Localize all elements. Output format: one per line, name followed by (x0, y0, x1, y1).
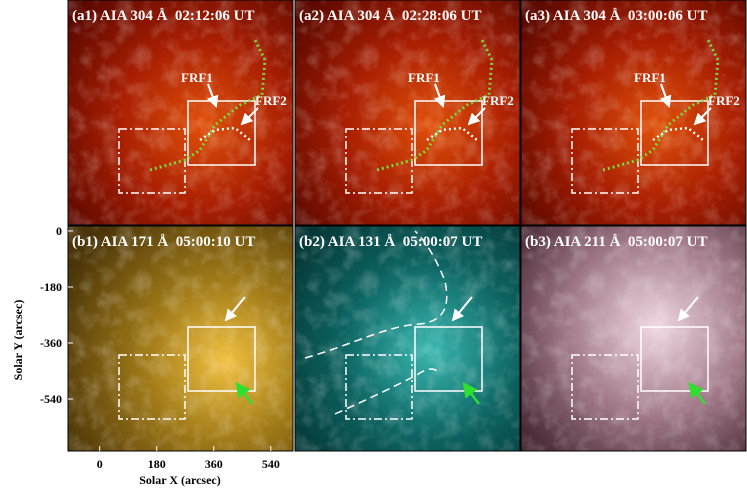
solid-box (640, 326, 709, 392)
panel-label: (a1) AIA 304 Å 02:12:06 UT (72, 8, 255, 24)
image-border (67, 225, 294, 452)
axes: Solar X (arcsec) Solar Y (arcsec) 0 180 36… (11, 224, 280, 487)
y-tick-label: -540 (40, 392, 62, 406)
image-panel: (b1) AIA 171 Å 05:00:10 UT (67, 225, 294, 452)
image-border (294, 225, 521, 452)
image-panel: FRF1 FRF2 (a2) AIA 304 Å 02:28:06 UT (294, 0, 521, 226)
image-panel: (b3) AIA 211 Å 05:00:07 UT (520, 225, 747, 452)
dash-dot-box (118, 354, 186, 420)
y-tick-label: 0 (56, 224, 62, 238)
panel-label: (b3) AIA 211 Å 05:00:07 UT (525, 234, 708, 250)
annotation: FRF1 (634, 70, 666, 85)
arrow (433, 83, 446, 108)
x-tick-label: 0 (97, 457, 103, 471)
solid-box (187, 100, 256, 166)
panel-label: (b2) AIA 131 Å 05:00:07 UT (299, 234, 482, 250)
arrow (677, 296, 699, 322)
annotation: FRF2 (482, 93, 514, 108)
arrow (240, 107, 259, 126)
solid-box (414, 100, 483, 166)
dash-dot-box (345, 354, 413, 420)
y-tick-label: -180 (40, 280, 62, 294)
annotation: FRF1 (181, 70, 213, 85)
arrow (224, 296, 246, 322)
annotation: FRF2 (255, 93, 287, 108)
image-texture (295, 226, 520, 451)
image-panel: (b2) AIA 131 Å 05:00:07 UT (294, 225, 521, 452)
x-tick-label: 360 (205, 457, 223, 471)
image-texture (521, 0, 746, 225)
image-panel: FRF1 FRF2 (a1) AIA 304 Å 02:12:06 UT (67, 0, 294, 226)
image-border (294, 0, 521, 226)
image-panel: FRF1 FRF2 (a3) AIA 304 Å 03:00:06 UT (520, 0, 747, 226)
arrow (235, 382, 253, 405)
image-border (520, 0, 747, 226)
arrow (467, 107, 486, 126)
arrow (693, 107, 712, 126)
image-texture (68, 0, 293, 225)
x-axis-label: Solar X (arcsec) (139, 473, 221, 487)
image-border (520, 225, 747, 452)
annotation: FRF1 (408, 70, 440, 85)
annotation: FRF2 (708, 93, 740, 108)
image-texture (68, 226, 293, 451)
arrow (659, 83, 672, 108)
y-axis-label: Solar Y (arcsec) (11, 300, 25, 381)
solid-box (414, 326, 483, 392)
panel-label: (b1) AIA 171 Å 05:00:10 UT (72, 234, 255, 250)
dashed-curve (334, 368, 441, 415)
solid-box (187, 326, 256, 392)
dash-dot-box (571, 354, 639, 420)
dashed-curve (304, 230, 448, 359)
x-tick-label: 180 (148, 457, 166, 471)
arrow (688, 382, 706, 405)
arrow (462, 382, 480, 405)
image-texture (521, 226, 746, 451)
image-texture (295, 0, 520, 225)
panel-label: (a2) AIA 304 Å 02:28:06 UT (299, 8, 482, 24)
arrow (206, 83, 219, 108)
x-tick-label: 540 (262, 457, 280, 471)
image-border (67, 0, 294, 226)
panel-label: (a3) AIA 304 Å 03:00:06 UT (525, 8, 708, 24)
solid-box (640, 100, 709, 166)
arrow (451, 296, 473, 322)
y-tick-label: -360 (40, 336, 62, 350)
